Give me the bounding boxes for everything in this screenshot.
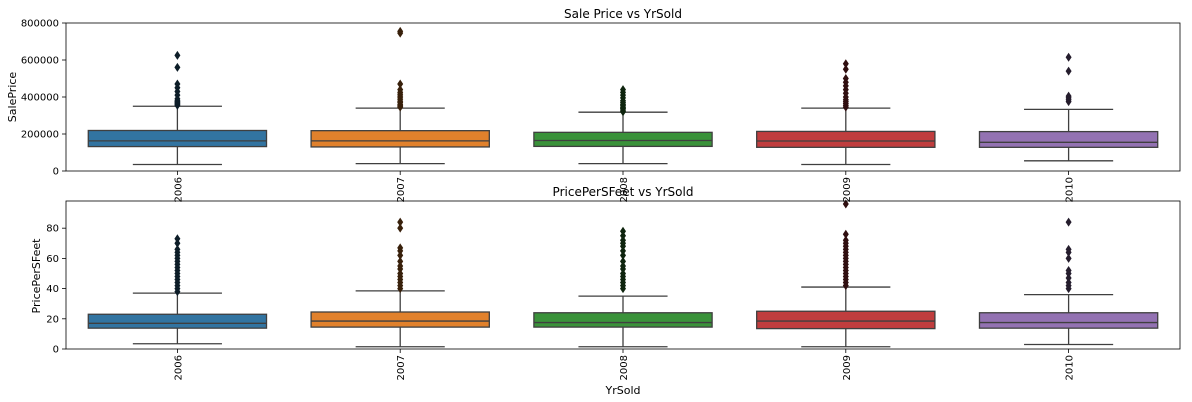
outlier-point [620, 268, 626, 278]
box-2009 [756, 199, 936, 348]
outlier-point [620, 256, 626, 266]
outlier-point [397, 261, 404, 271]
iqr-box [756, 130, 936, 148]
iqr-box [310, 130, 490, 148]
box-marks [87, 199, 1159, 348]
outlier-point [620, 261, 626, 271]
y-tick-label: 80 [46, 224, 59, 235]
x-tick-label: 2006 [173, 177, 184, 202]
outlier-point [397, 85, 404, 95]
outlier-point [842, 59, 849, 69]
box-2006 [87, 234, 268, 345]
iqr-box [978, 312, 1159, 329]
box-2007 [310, 217, 490, 348]
outlier-point [842, 199, 849, 209]
outlier-point [1065, 52, 1072, 62]
outlier-point [397, 223, 404, 233]
outlier-point [1065, 278, 1072, 288]
outlier-point [842, 74, 849, 83]
y-tick-label: 600000 [21, 56, 59, 67]
box-2009 [756, 59, 936, 166]
outlier-point [174, 238, 181, 248]
y-tick-label: 400000 [21, 93, 59, 104]
iqr-box [978, 130, 1159, 148]
outlier-point [174, 62, 181, 72]
outlier-point [620, 231, 626, 241]
x-tick-label: 2008 [619, 355, 630, 380]
x-tick-label: 2009 [842, 177, 853, 202]
y-ticks: 0 20 40 60 80 [46, 224, 66, 356]
outlier-point [397, 250, 404, 260]
saleprice-boxplot: Sale Price vs YrSold SalePrice 0 200000 40… [6, 7, 1181, 202]
iqr-box [756, 310, 936, 330]
box-2006 [87, 50, 268, 166]
outlier-point [1065, 253, 1072, 263]
iqr-box [533, 131, 713, 148]
y-tick-label: 800000 [21, 19, 59, 30]
y-ticks: 0 200000 400000 600000 800000 [21, 19, 66, 178]
outlier-point [397, 243, 404, 253]
outlier-point [842, 235, 849, 245]
outlier-point [620, 226, 626, 236]
x-tick-label: 2007 [396, 177, 407, 202]
y-tick-label: 200000 [21, 130, 59, 141]
y-tick-label: 0 [53, 345, 59, 356]
outlier-point [842, 64, 849, 74]
x-tick-label: 2008 [619, 177, 630, 202]
chart-title: Sale Price vs YrSold [564, 7, 682, 21]
outlier-point [620, 246, 626, 256]
outlier-point [397, 256, 404, 266]
outlier-point [1065, 91, 1072, 101]
outlier-point [1065, 66, 1072, 76]
x-tick-label: 2006 [173, 355, 184, 380]
outlier-point [620, 250, 626, 260]
x-ticks: 2006 2007 2008 2009 2010 [173, 171, 1076, 202]
box-marks [87, 26, 1159, 166]
outlier-point [620, 235, 626, 245]
outlier-point [174, 234, 181, 244]
y-tick-label: 60 [46, 254, 59, 265]
box-2008 [533, 226, 713, 348]
iqr-box [310, 311, 490, 328]
y-tick-label: 20 [46, 314, 59, 325]
x-tick-label: 2007 [396, 355, 407, 380]
outlier-point [174, 244, 181, 254]
pricepersfeet-boxplot: 0 20 40 60 80 2006 2007 2008 2009 2010 PricePerS… [30, 185, 1181, 397]
outlier-point [174, 79, 181, 89]
x-tick-label: 2010 [1065, 177, 1076, 202]
outlier-point [397, 217, 404, 227]
outlier-point [174, 50, 181, 60]
outlier-point [842, 229, 849, 239]
box-2010 [978, 52, 1159, 162]
x-tick-label: 2010 [1065, 355, 1076, 380]
outlier-point [620, 85, 626, 95]
box-2008 [533, 85, 713, 165]
box-2010 [978, 217, 1159, 346]
x-ticks: 2006 2007 2008 2009 2010 [173, 349, 1076, 380]
y-tick-label: 0 [53, 167, 59, 178]
outlier-point [1065, 273, 1072, 283]
x-tick-label: 2009 [842, 355, 853, 380]
chart-title: PricePerSFeet vs YrSold [553, 185, 694, 199]
x-axis-label: YrSold [605, 384, 641, 397]
outlier-point [1065, 244, 1072, 254]
outlier-point [1065, 217, 1072, 227]
iqr-box [87, 313, 268, 329]
outlier-point [1065, 265, 1072, 275]
iqr-box [533, 312, 713, 328]
outlier-point [397, 79, 404, 89]
y-axis-label: SalePrice [6, 72, 19, 123]
y-axis-label: PricePerSFeet [30, 238, 43, 314]
y-tick-label: 40 [46, 284, 59, 295]
outlier-point [397, 268, 404, 278]
outlier-point [397, 26, 404, 36]
iqr-box [87, 129, 268, 148]
box-2007 [310, 26, 490, 165]
